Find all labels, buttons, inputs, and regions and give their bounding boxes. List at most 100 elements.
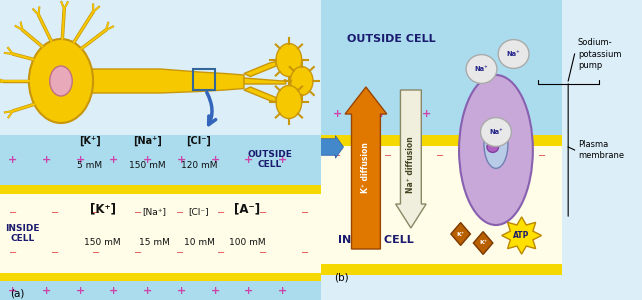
Text: [Cl⁻]: [Cl⁻] [187,136,211,146]
Text: K⁺: K⁺ [479,241,487,245]
Text: 5 mM: 5 mM [77,161,103,170]
Text: 150 mM: 150 mM [129,161,166,170]
Text: +: + [333,109,342,119]
Text: −: − [436,151,444,161]
Text: −: − [176,208,184,218]
Text: 120 mM: 120 mM [181,161,217,170]
Text: +: + [143,155,152,165]
Text: Plasma
membrane: Plasma membrane [578,140,624,160]
Text: K⁺: K⁺ [456,232,465,236]
Text: INSIDE
CELL: INSIDE CELL [5,224,40,243]
Text: +: + [76,155,85,165]
Text: −: − [218,248,225,258]
Ellipse shape [290,67,313,95]
Text: +: + [512,109,521,119]
Polygon shape [451,223,471,245]
Circle shape [466,55,497,83]
Text: −: − [301,248,309,258]
Text: +: + [76,286,85,296]
FancyBboxPatch shape [0,273,321,281]
Text: 100 mM: 100 mM [229,238,266,247]
Text: +: + [244,286,254,296]
FancyArrow shape [345,87,386,249]
Text: OUTSIDE CELL: OUTSIDE CELL [347,34,436,44]
Text: INSIDE CELL: INSIDE CELL [338,235,413,245]
Ellipse shape [50,66,73,96]
Text: +: + [278,286,287,296]
Text: [Na⁺]: [Na⁺] [134,136,162,146]
Text: +: + [42,286,51,296]
Polygon shape [244,78,286,84]
Text: +: + [244,155,254,165]
FancyArrowPatch shape [207,92,216,124]
Text: Na⁺ diffusion: Na⁺ diffusion [406,136,415,194]
Ellipse shape [459,75,533,225]
Text: +: + [211,286,220,296]
Circle shape [498,40,529,68]
Polygon shape [244,61,276,76]
Text: [Na⁺]: [Na⁺] [142,207,166,216]
FancyArrow shape [315,136,343,158]
Text: −: − [51,208,58,218]
Ellipse shape [276,85,302,118]
Text: 150 mM: 150 mM [84,238,121,247]
Circle shape [480,118,512,146]
Text: (a): (a) [10,289,24,298]
Text: [A⁻]: [A⁻] [234,203,260,216]
Text: Na⁺: Na⁺ [507,51,521,57]
Text: −: − [259,208,267,218]
Text: −: − [487,151,495,161]
Text: +: + [211,155,220,165]
Text: (b): (b) [334,272,349,282]
Text: +: + [109,286,119,296]
Circle shape [487,142,499,152]
Text: +: + [8,155,17,165]
Text: ATP: ATP [514,231,530,240]
Text: Sodium-
potassium
pump: Sodium- potassium pump [578,38,621,70]
FancyBboxPatch shape [321,0,562,135]
Text: Na⁺: Na⁺ [474,66,489,72]
Text: −: − [218,208,225,218]
Text: −: − [259,248,267,258]
Text: +: + [377,109,386,119]
Text: −: − [176,248,184,258]
FancyBboxPatch shape [321,146,562,264]
Text: +: + [177,155,186,165]
Text: [Cl⁻]: [Cl⁻] [189,207,209,216]
Text: OUTSIDE
CELL: OUTSIDE CELL [247,150,292,170]
Text: +: + [8,286,17,296]
Text: −: − [92,248,100,258]
Text: 15 mM: 15 mM [139,238,169,247]
Ellipse shape [484,120,508,168]
FancyBboxPatch shape [321,135,562,146]
Text: 10 mM: 10 mM [184,238,214,247]
FancyBboxPatch shape [0,135,321,184]
Text: +: + [467,109,476,119]
Text: +: + [177,286,186,296]
Text: −: − [51,248,58,258]
Polygon shape [473,232,493,254]
Ellipse shape [29,39,93,123]
Text: −: − [134,248,142,258]
Text: −: − [333,151,341,161]
Ellipse shape [276,44,302,76]
Text: [K⁺]: [K⁺] [90,203,116,216]
Text: +: + [109,155,119,165]
Text: +: + [143,286,152,296]
Polygon shape [501,217,542,254]
Text: −: − [539,151,546,161]
FancyArrow shape [395,90,426,228]
Text: +: + [422,109,431,119]
FancyBboxPatch shape [0,281,321,300]
Text: +: + [42,155,51,165]
Polygon shape [244,87,276,102]
FancyBboxPatch shape [321,264,562,274]
FancyBboxPatch shape [0,194,321,273]
Text: [K⁺]: [K⁺] [79,136,101,146]
Text: −: − [9,248,17,258]
Text: −: − [301,208,309,218]
Text: −: − [385,151,392,161]
Text: +: + [278,155,287,165]
FancyBboxPatch shape [0,184,321,194]
Text: Na⁺: Na⁺ [489,129,503,135]
